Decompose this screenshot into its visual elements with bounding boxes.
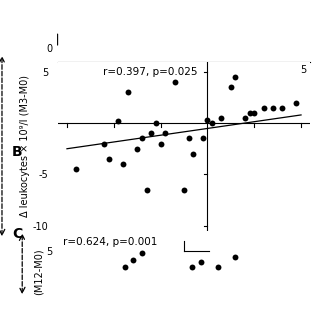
- Point: [210, 121, 215, 126]
- Point: [139, 251, 144, 256]
- Point: [139, 136, 144, 141]
- Point: [215, 264, 220, 269]
- Y-axis label: (M12-M0): (M12-M0): [34, 249, 44, 295]
- Point: [190, 264, 195, 269]
- Point: [107, 156, 112, 162]
- Point: [261, 105, 266, 110]
- Point: [149, 131, 154, 136]
- Point: [172, 80, 177, 85]
- Text: r=0.397, p=0.025: r=0.397, p=0.025: [103, 67, 198, 77]
- Text: B: B: [12, 145, 23, 159]
- Point: [200, 136, 205, 141]
- Point: [163, 131, 168, 136]
- Point: [228, 85, 233, 90]
- Point: [123, 264, 128, 269]
- Point: [125, 90, 130, 95]
- Point: [280, 105, 285, 110]
- Point: [219, 116, 224, 121]
- Point: [131, 257, 136, 262]
- Point: [232, 254, 237, 259]
- Y-axis label: Δ leukocytes × 10⁹/l (M3-M0): Δ leukocytes × 10⁹/l (M3-M0): [20, 75, 30, 217]
- Point: [191, 151, 196, 156]
- Point: [153, 121, 158, 126]
- Point: [186, 136, 191, 141]
- Text: C: C: [12, 227, 22, 241]
- X-axis label: dCt miR-223 (M0): dCt miR-223 (M0): [135, 82, 233, 92]
- Point: [135, 146, 140, 151]
- Text: 5: 5: [300, 65, 307, 75]
- Point: [198, 259, 204, 264]
- Point: [74, 167, 79, 172]
- Point: [233, 75, 238, 80]
- Point: [242, 116, 247, 121]
- Text: r=0.624, p=0.001: r=0.624, p=0.001: [63, 237, 157, 247]
- Point: [144, 187, 149, 192]
- Point: [102, 141, 107, 146]
- Point: [252, 110, 257, 116]
- Point: [158, 141, 163, 146]
- Point: [116, 118, 121, 124]
- Point: [247, 110, 252, 116]
- Point: [270, 105, 276, 110]
- Point: [181, 187, 187, 192]
- Point: [294, 100, 299, 105]
- Point: [205, 117, 210, 123]
- Point: [121, 162, 126, 167]
- X-axis label: Δ dCt miR-223 (M3-M0): Δ dCt miR-223 (M3-M0): [119, 252, 249, 262]
